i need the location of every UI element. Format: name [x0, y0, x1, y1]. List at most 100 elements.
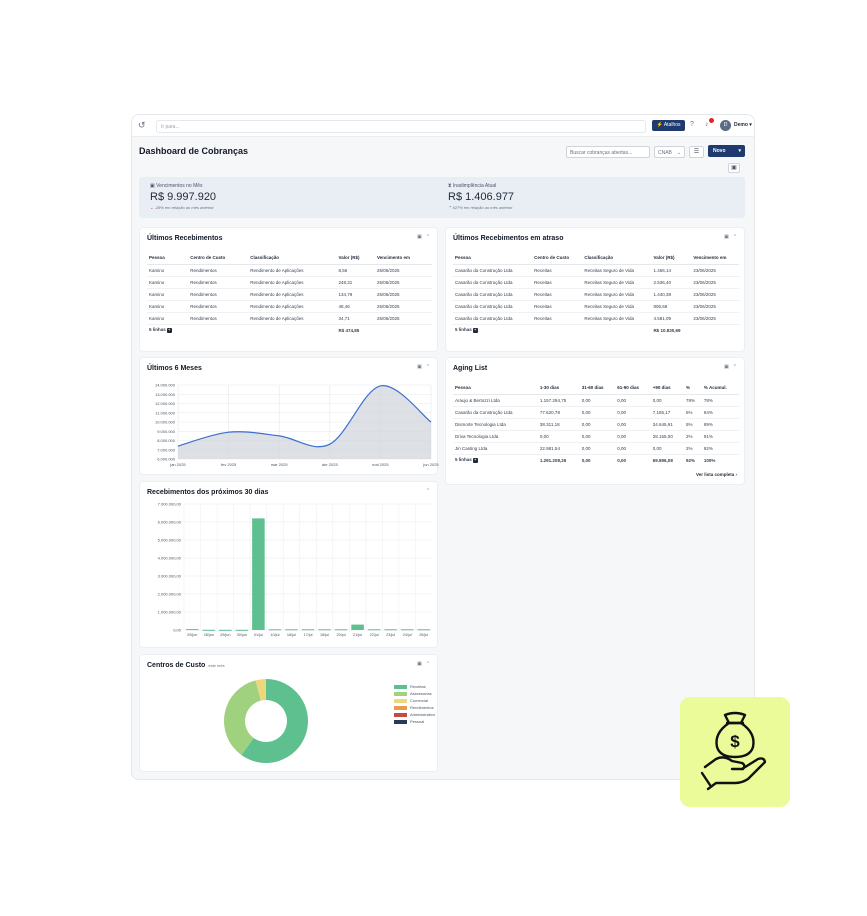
- print-button[interactable]: ▣: [728, 163, 740, 173]
- collapse-icon[interactable]: ⌃: [426, 234, 430, 240]
- list-view-button[interactable]: ☰: [689, 146, 704, 158]
- global-search-input[interactable]: Ir para...: [156, 120, 646, 133]
- table-row[interactable]: Jin Casting Ltda 22.981,54 0,00 0,00 0,00 2% 9…: [453, 442, 739, 454]
- table-cell: 8,56: [336, 264, 375, 276]
- table-row[interactable]: Dismorte Tecnologia Ltda 38.311,18 0,00 0,0…: [453, 418, 739, 430]
- legend-item[interactable]: Rendimentos: [394, 704, 435, 711]
- table-cell: 25/06/2025: [375, 264, 432, 276]
- expand-rows-icon[interactable]: +: [167, 328, 172, 333]
- table-row[interactable]: Casarão da Construção Ltda Receitas Receit…: [453, 300, 739, 312]
- table-cell: 25/06/2025: [375, 300, 432, 312]
- bar: [351, 625, 364, 630]
- table-cell: 1.157.294,75: [538, 394, 580, 406]
- column-header[interactable]: Valor (R$): [336, 252, 375, 264]
- legend-item[interactable]: Receitas: [394, 683, 435, 690]
- legend-label: Pessoal: [410, 719, 424, 724]
- ver-lista-link[interactable]: Ver lista completa ›: [696, 472, 737, 477]
- legend-item[interactable]: Assessorias: [394, 690, 435, 697]
- column-header[interactable]: 31-60 dias: [580, 382, 616, 394]
- table-cell: 0,00: [580, 406, 616, 418]
- bar: [269, 629, 282, 630]
- table-cell: 25/06/2025: [375, 288, 432, 300]
- column-header[interactable]: Pessoa: [147, 252, 188, 264]
- recebimentos-table: Pessoa Centro de Custo Classificação Valor …: [147, 252, 432, 336]
- bar: [236, 630, 249, 631]
- column-header[interactable]: Centro de Custo: [532, 252, 582, 264]
- y-tick-label: 6.000.000,00: [158, 520, 182, 525]
- table-cell: 34.645,91: [651, 418, 684, 430]
- print-icon[interactable]: ▣: [724, 234, 729, 240]
- column-header[interactable]: Pessoa: [453, 252, 532, 264]
- expand-rows-icon[interactable]: +: [473, 328, 478, 333]
- expand-rows-icon[interactable]: +: [473, 458, 478, 463]
- cnab-select[interactable]: CNAB ⌄: [654, 146, 685, 158]
- print-icon[interactable]: ▣: [724, 364, 729, 370]
- table-row[interactable]: Kamino Rendimentos Rendimento de Aplicaçõe…: [147, 312, 432, 324]
- table-row[interactable]: Casarão da Construção Ltda 77.620,78 0,00 0…: [453, 406, 739, 418]
- table-row[interactable]: Casarão da Construção Ltda Receitas Receit…: [453, 288, 739, 300]
- new-button[interactable]: Novo ▾: [708, 145, 745, 157]
- atalhos-button[interactable]: ⚡ Atalhos: [652, 120, 685, 131]
- cobrancas-search-input[interactable]: Buscar cobranças abertas...: [566, 146, 650, 158]
- column-header[interactable]: Classificação: [248, 252, 336, 264]
- bolt-icon: ⚡: [656, 122, 662, 128]
- table-row[interactable]: Kamino Rendimentos Rendimento de Aplicaçõe…: [147, 276, 432, 288]
- column-header[interactable]: Valor (R$): [651, 252, 691, 264]
- y-tick-label: 11.000.000: [155, 410, 175, 415]
- column-header[interactable]: Vencimento em: [375, 252, 432, 264]
- table-cell: 0,00: [538, 430, 580, 442]
- column-header[interactable]: +90 dias: [651, 382, 684, 394]
- collapse-icon[interactable]: ⌃: [733, 234, 737, 240]
- page-title: Dashboard de Cobranças: [139, 146, 248, 156]
- avatar[interactable]: D: [720, 120, 731, 131]
- column-header[interactable]: % Acumul.: [702, 382, 739, 394]
- table-cell: 77.620,78: [538, 406, 580, 418]
- table-row[interactable]: Kamino Rendimentos Rendimento de Aplicaçõe…: [147, 288, 432, 300]
- column-header[interactable]: %: [684, 382, 702, 394]
- table-cell: Receitas: [532, 288, 582, 300]
- empty-cell: [188, 324, 248, 336]
- x-tick-label: 01/jul: [254, 633, 263, 637]
- column-header[interactable]: Pessoa: [453, 382, 538, 394]
- help-icon[interactable]: ?: [690, 121, 694, 128]
- legend-item[interactable]: Administrativo: [394, 711, 435, 718]
- column-header[interactable]: Vencimento em: [691, 252, 739, 264]
- legend-item[interactable]: Pessoal: [394, 718, 435, 725]
- table-cell: 1.466,14: [651, 264, 691, 276]
- table-row[interactable]: Driva Tecnologia Ltda 0,00 0,00 0,00 28.155,…: [453, 430, 739, 442]
- table-row[interactable]: Kamino Rendimentos Rendimento de Aplicaçõe…: [147, 264, 432, 276]
- y-tick-label: 9.000.000: [157, 429, 176, 434]
- legend-item[interactable]: Comercial: [394, 697, 435, 704]
- caret-down-icon[interactable]: ▾: [738, 145, 741, 157]
- new-label: Novo: [713, 148, 726, 154]
- bell-icon[interactable]: ♪: [705, 121, 709, 128]
- table-row[interactable]: Kamino Rendimentos Rendimento de Aplicaçõe…: [147, 300, 432, 312]
- table-cell: 0,00: [615, 406, 651, 418]
- column-header[interactable]: 61-90 dias: [615, 382, 651, 394]
- table-row[interactable]: Casarão da Construção Ltda Receitas Receit…: [453, 264, 739, 276]
- table-header-row: Pessoa Centro de Custo Classificação Valor …: [453, 252, 739, 264]
- x-tick-label: fev 2025: [221, 462, 237, 467]
- table-cell: Receitas Seguro de Vida: [582, 276, 651, 288]
- y-tick-label: 5.000.000,00: [158, 538, 182, 543]
- footer-cell: 69.896,08: [651, 454, 684, 466]
- x-tick-label: 23/jul: [386, 633, 395, 637]
- collapse-icon[interactable]: ⌃: [733, 364, 737, 370]
- table-row[interactable]: Araujo & Bertozzi Ltda 1.157.294,75 0,00 0,…: [453, 394, 739, 406]
- table-cell: 78%: [684, 394, 702, 406]
- column-header[interactable]: 1-30 dias: [538, 382, 580, 394]
- bar: [335, 629, 348, 630]
- x-tick-label: mar 2025: [271, 462, 289, 467]
- bar: [252, 518, 265, 630]
- empty-cell: [691, 324, 739, 336]
- x-tick-label: jan 2025: [169, 462, 186, 467]
- table-row[interactable]: Casarão da Construção Ltda Receitas Receit…: [453, 312, 739, 324]
- user-menu[interactable]: Demo ▾: [734, 122, 752, 128]
- table-row[interactable]: Casarão da Construção Ltda Receitas Receit…: [453, 276, 739, 288]
- print-icon[interactable]: ▣: [417, 234, 422, 240]
- y-tick-label: 7.000.000: [157, 447, 176, 452]
- column-header[interactable]: Centro de Custo: [188, 252, 248, 264]
- column-header[interactable]: Classificação: [582, 252, 651, 264]
- history-icon[interactable]: ↺: [138, 120, 146, 131]
- x-tick-label: 17/jul: [303, 633, 312, 637]
